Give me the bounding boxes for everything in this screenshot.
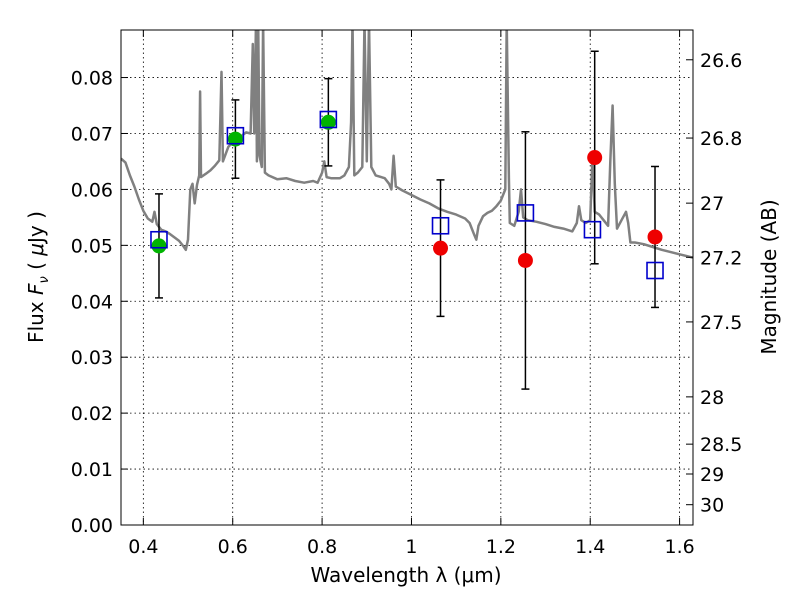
x-tick-label: 1 [405,536,417,558]
y2-tick-label: 30 [700,495,724,517]
x-tick-label: 1.6 [664,536,694,558]
x-tick-label: 1.2 [486,536,516,558]
points-layer [150,110,664,280]
y-axis-label-part: ( [24,256,48,277]
plot-frame [120,29,694,526]
y-axis-label-part: F [24,283,48,295]
model-square-marker [431,216,450,235]
model-square-marker [646,261,664,280]
y2-tick-label: 28.5 [700,434,742,456]
x-tick-label: 0.8 [307,536,337,558]
x-tick-label: 0.6 [218,536,248,558]
model-square-marker [150,230,168,249]
y-tick-label: 0.08 [71,68,113,90]
grid [121,30,693,525]
flux-point [151,238,167,254]
y-tick-label: 0.06 [71,179,113,201]
model-spectrum-layer [121,30,693,259]
right-axis-label: Magnitude (AB) [757,199,781,354]
flux-point [320,114,336,130]
flux-point [587,150,603,166]
x-tick-label: 1.4 [575,536,605,558]
ticks: 0.4 0.6 0.8 1 1.2 1.4 1.6 0.00 0.01 0.02 0.03 0.04 0… [71,30,742,558]
y-tick-label: 0.05 [71,235,113,257]
y-tick-label: 0.07 [71,123,113,145]
y-axis-label: Flux Fν ( μJy ) [24,211,52,343]
model-square-marker [319,110,338,129]
y2-tick-label: 27 [700,193,724,215]
y2-tick-label: 26.6 [700,50,742,72]
flux-point [433,240,449,256]
model-spectrum-line [121,30,693,259]
y-axis-label-part: μ [24,243,48,257]
y-tick-label: 0.04 [71,291,113,313]
y2-tick-label: 27.5 [700,312,742,334]
y-axis-label-part: Flux [24,295,48,343]
flux-point [517,252,533,268]
y2-tick-label: 26.8 [700,128,742,150]
y-tick-label: 0.01 [71,459,113,481]
flux-point [227,131,243,147]
y2-tick-label: 29 [700,464,724,486]
y-axis-label-part: ν [37,276,52,283]
x-tick-label: 0.4 [128,536,158,558]
y-tick-label: 0.02 [71,403,113,425]
x-axis-label: Wavelength λ (μm) [310,563,501,587]
y-tick-label: 0.00 [71,515,113,537]
flux-point [647,229,663,245]
model-square-marker [226,126,245,145]
y-axis-label-part: Jy ) [24,211,48,245]
model-square-marker [583,220,602,239]
y2-tick-label: 28 [700,387,724,409]
y2-tick-label: 27.2 [700,247,742,269]
model-square-marker [516,204,535,222]
y-tick-label: 0.03 [71,347,113,369]
